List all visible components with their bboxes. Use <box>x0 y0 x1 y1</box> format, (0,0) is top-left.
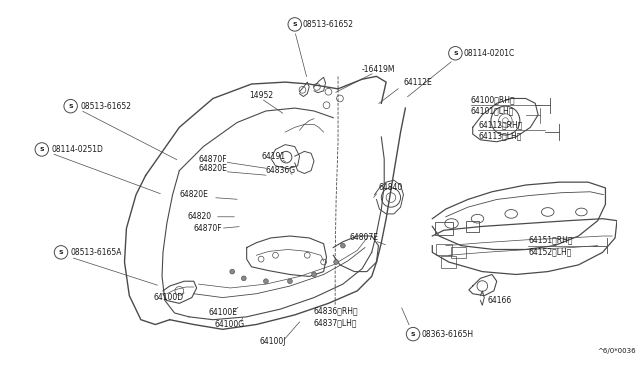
Text: 64151〈RH〉: 64151〈RH〉 <box>529 235 573 244</box>
Circle shape <box>287 279 292 283</box>
Text: 64100J: 64100J <box>259 337 285 346</box>
Text: 64870F: 64870F <box>194 224 222 233</box>
Bar <box>436 244 452 255</box>
Circle shape <box>312 272 316 277</box>
Text: 14952: 14952 <box>250 91 274 100</box>
Text: S: S <box>40 147 44 152</box>
Text: S: S <box>68 104 73 109</box>
Text: 08114-0251D: 08114-0251D <box>51 145 103 154</box>
Text: 64807E: 64807E <box>349 234 379 243</box>
Text: 64166: 64166 <box>487 296 511 305</box>
Text: S: S <box>453 51 458 56</box>
Circle shape <box>241 276 246 281</box>
Text: 64820E: 64820E <box>198 164 227 173</box>
Text: 64820: 64820 <box>187 212 211 221</box>
Circle shape <box>340 243 345 248</box>
Bar <box>435 222 452 235</box>
Text: 08513-6165A: 08513-6165A <box>70 248 122 257</box>
Text: 64152〈LH〉: 64152〈LH〉 <box>529 247 572 256</box>
Text: S: S <box>411 331 415 337</box>
Text: 64112〈RH〉: 64112〈RH〉 <box>479 120 523 129</box>
Text: 64836〈RH〉: 64836〈RH〉 <box>314 307 358 315</box>
Text: ^6/0*0036: ^6/0*0036 <box>598 349 636 355</box>
Text: 64836G: 64836G <box>266 166 296 175</box>
Text: -16419M: -16419M <box>362 65 396 74</box>
Text: 64100E: 64100E <box>208 308 237 317</box>
Text: 08513-61652: 08513-61652 <box>303 20 353 29</box>
Text: 64113〈LH〉: 64113〈LH〉 <box>479 131 522 141</box>
Text: 64820E: 64820E <box>179 190 208 199</box>
Text: 08363-6165H: 08363-6165H <box>422 330 474 339</box>
Bar <box>441 256 456 268</box>
Text: 64870F: 64870F <box>198 155 227 164</box>
Text: 08513-61652: 08513-61652 <box>80 102 131 110</box>
Circle shape <box>230 269 235 274</box>
Text: 64100〈RH〉: 64100〈RH〉 <box>471 95 515 104</box>
Circle shape <box>333 260 339 264</box>
Text: 64837〈LH〉: 64837〈LH〉 <box>314 318 358 327</box>
Bar <box>466 221 479 232</box>
Text: S: S <box>292 22 297 27</box>
Text: 64100D: 64100D <box>154 293 184 302</box>
Text: 64100G: 64100G <box>215 320 245 329</box>
Text: 64112E: 64112E <box>403 78 432 87</box>
Bar <box>451 247 466 258</box>
Text: 64101〈LH〉: 64101〈LH〉 <box>471 106 514 115</box>
Text: S: S <box>59 250 63 255</box>
Text: 08114-0201C: 08114-0201C <box>463 49 515 58</box>
Text: 64191: 64191 <box>261 152 285 161</box>
Circle shape <box>264 279 268 283</box>
Text: 64840: 64840 <box>378 183 403 192</box>
